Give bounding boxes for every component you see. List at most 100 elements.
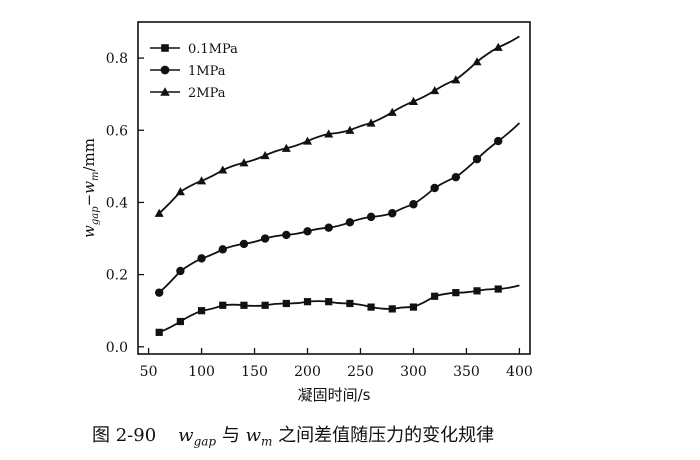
data-point <box>431 292 439 300</box>
data-point <box>282 299 290 308</box>
legend-item: 0.1MPa <box>150 42 238 57</box>
series-line <box>158 35 520 214</box>
data-point <box>303 136 313 145</box>
x-tick-label: 350 <box>453 364 480 380</box>
legend-label: 1MPa <box>188 64 226 79</box>
series-layer <box>154 35 521 336</box>
legend-marker <box>160 65 170 75</box>
data-point <box>324 223 333 232</box>
data-point <box>239 158 249 167</box>
x-axis-label: 凝固时间/s <box>298 386 371 404</box>
data-point <box>154 208 164 217</box>
data-point <box>154 288 164 297</box>
legend-label: 0.1MPa <box>188 42 238 57</box>
y-tick-label: 0.2 <box>106 268 128 284</box>
data-point <box>176 317 184 326</box>
y-axis-label: wgap−wm/mm <box>80 138 101 238</box>
x-tick-label: 100 <box>188 364 215 380</box>
data-point <box>346 299 354 308</box>
caption-w1: w <box>178 425 194 446</box>
caption-w2: w <box>245 425 261 446</box>
data-point <box>409 200 418 209</box>
data-point <box>367 303 375 311</box>
data-point <box>303 298 312 306</box>
y-label-sub2: m <box>90 172 101 181</box>
data-point <box>388 305 396 313</box>
data-point <box>175 187 185 196</box>
y-label-unit: /mm <box>80 138 98 172</box>
x-tick-label: 50 <box>140 364 158 380</box>
data-point <box>430 86 440 95</box>
data-point <box>218 245 227 254</box>
data-point <box>197 254 206 263</box>
caption-sub2: m <box>261 434 273 449</box>
data-point <box>472 57 482 66</box>
y-tick-label: 0.0 <box>106 340 128 356</box>
data-point <box>218 165 228 174</box>
y-tick-label: 0.6 <box>106 123 128 139</box>
axis-ticks: 50 100 150 200 250 300 350 400 0.0 0.2 0.4 0.6 0.8 <box>106 51 533 380</box>
data-point <box>282 230 291 240</box>
data-point <box>472 154 482 164</box>
caption-sub1: gap <box>193 434 217 449</box>
legend-marker <box>161 44 169 52</box>
data-point <box>473 287 481 295</box>
series-circle <box>154 122 521 297</box>
caption-rest: 之间差值随压力的变化规律 <box>272 425 495 446</box>
y-tick-label: 0.8 <box>106 51 128 67</box>
series-line <box>158 284 520 334</box>
data-point <box>324 129 334 138</box>
legend-label: 2MPa <box>188 86 226 101</box>
x-tick-label: 200 <box>294 364 321 380</box>
data-point <box>345 125 355 134</box>
data-point <box>260 234 270 243</box>
data-point <box>452 289 460 297</box>
data-point <box>430 183 439 193</box>
data-point <box>408 96 418 105</box>
y-tick-label: 0.4 <box>106 195 128 211</box>
x-tick-label: 400 <box>506 364 533 380</box>
data-point <box>261 301 269 309</box>
data-point <box>493 42 503 51</box>
data-point <box>260 151 270 160</box>
caption-connector: 与 <box>216 425 246 446</box>
x-tick-label: 300 <box>400 364 427 380</box>
data-point <box>155 328 163 336</box>
data-point <box>281 143 291 152</box>
data-point <box>197 176 207 185</box>
plot-frame <box>137 21 531 355</box>
legend: 0.1MPa 1MPa 2MPa <box>150 42 238 101</box>
data-point <box>240 301 248 309</box>
x-tick-label: 250 <box>347 364 374 380</box>
data-point <box>325 298 333 306</box>
y-label-dash: − <box>80 194 98 207</box>
data-point <box>388 209 397 218</box>
data-point <box>387 107 397 116</box>
data-point <box>366 118 376 127</box>
legend-item: 1MPa <box>150 64 226 79</box>
series-triangle <box>154 35 520 217</box>
y-label-w2: w <box>80 181 98 194</box>
data-point <box>451 75 461 84</box>
data-point <box>219 301 227 309</box>
figure-caption: 图 2-90 wgap 与 wm 之间差值随压力的变化规律 <box>92 421 494 449</box>
series-line <box>158 122 521 294</box>
legend-item: 2MPa <box>150 86 226 101</box>
data-point <box>409 303 418 311</box>
data-point <box>494 136 503 146</box>
data-point <box>494 285 502 293</box>
x-tick-label: 150 <box>241 364 268 380</box>
data-point <box>345 218 355 227</box>
legend-marker <box>160 87 170 96</box>
data-point <box>451 172 461 182</box>
chart: 50 100 150 200 250 300 350 400 0.0 0.2 0.4 0.6 0.8 0… <box>80 21 533 404</box>
data-point <box>197 307 206 315</box>
series-square <box>155 284 520 336</box>
figure-number: 图 2-90 <box>92 425 157 446</box>
y-label-sub1: gap <box>90 206 101 225</box>
data-point <box>176 266 185 276</box>
data-point <box>239 239 249 249</box>
data-point <box>366 212 376 222</box>
data-point <box>303 227 312 236</box>
y-label-w1: w <box>80 225 98 238</box>
